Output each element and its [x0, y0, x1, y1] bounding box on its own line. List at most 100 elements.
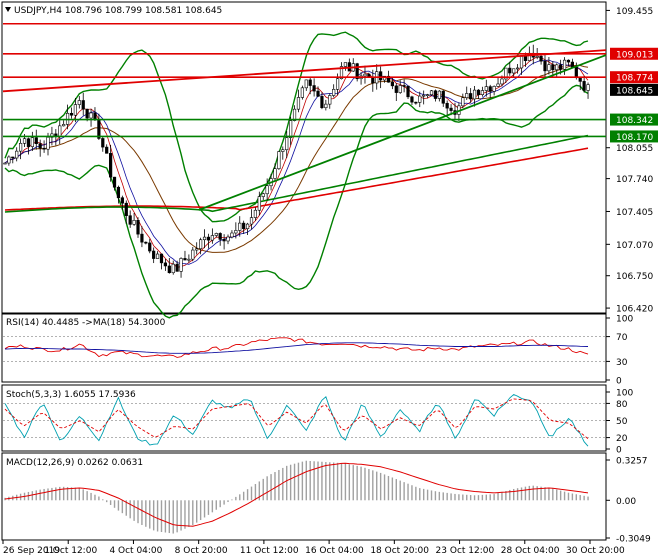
candle-bull: [7, 156, 11, 164]
candle-bull: [46, 136, 50, 150]
candle-bull: [281, 149, 285, 152]
candle-bear: [570, 61, 574, 68]
time-tick-label: 1 Oct 12:00: [44, 546, 97, 556]
candle-bear: [320, 96, 324, 109]
price-level-label: 108.170: [616, 133, 653, 143]
candle-bull: [245, 223, 250, 230]
candle-bear: [394, 85, 398, 93]
bollinger-upper-band: [4, 31, 589, 223]
price-level-label-box: [610, 47, 658, 60]
price-tick-label: 107.070: [616, 241, 653, 251]
price-level-label-box: [610, 130, 658, 143]
rsi-label: RSI(14) 40.4485 ->MA(18) 54.3000: [6, 318, 166, 328]
candle-bear: [410, 96, 414, 103]
candle-bear: [116, 186, 121, 199]
candle-bear: [163, 262, 168, 267]
candle-bear: [124, 202, 128, 216]
candle-bear: [81, 100, 85, 110]
candle-bull: [187, 258, 191, 261]
candle-bear: [316, 90, 320, 97]
candle-bear: [445, 102, 449, 109]
candle-bull: [339, 66, 344, 79]
candle-bull: [480, 90, 484, 95]
candle-bear: [85, 108, 89, 119]
candle-bull: [535, 55, 539, 58]
trendline-red: [2, 49, 607, 93]
candle-bear: [308, 79, 312, 86]
time-tick-label: 8 Oct 20:00: [175, 546, 228, 556]
candle-bull: [296, 97, 301, 110]
candle-bull: [261, 193, 265, 197]
candle-bear: [69, 112, 74, 116]
rsi-pane-frame: [1, 313, 607, 383]
time-tick-label: 4 Oct 04:00: [109, 546, 162, 556]
candle-bull: [300, 87, 304, 98]
rsi-series-rsi14: [4, 337, 589, 358]
candle-bear: [386, 75, 391, 83]
candle-bull: [547, 64, 551, 72]
candle-bull: [226, 236, 230, 242]
stoch-tick-label: 0: [616, 446, 622, 456]
candle-bull: [155, 253, 160, 259]
candle-bull: [437, 90, 441, 99]
time-tick-label: 26 Sep 2019: [3, 546, 60, 556]
candle-bear: [566, 59, 571, 63]
candle-bull: [484, 86, 488, 91]
candle-bull: [555, 64, 559, 71]
candle-bear: [488, 86, 492, 92]
long-ma-green: [4, 134, 589, 213]
macd-tick-label: -0.3049: [616, 535, 651, 545]
candle-bear: [355, 63, 359, 80]
candle-bear: [406, 85, 410, 98]
candle-bull: [398, 85, 402, 93]
price-level-label-box: [610, 113, 658, 126]
candle-bull: [253, 209, 258, 218]
stoch-tick-label: 80: [616, 400, 628, 410]
candle-bear: [218, 233, 222, 240]
price-level-label: 108.342: [616, 116, 653, 126]
macd-signal-line: [4, 462, 589, 527]
stoch-layer: [3, 393, 606, 447]
candle-bear: [152, 250, 156, 259]
candle-bull: [292, 108, 297, 121]
rsi-tick-label: 0: [616, 377, 622, 387]
candle-bear: [441, 90, 445, 104]
candle-bull: [19, 142, 23, 152]
stoch-tick-label: 20: [616, 434, 628, 444]
candle-bear: [159, 253, 164, 264]
candle-bear: [148, 242, 152, 252]
candle-bull: [512, 68, 516, 74]
candle-bear: [582, 81, 586, 91]
price-level-label: 109.013: [616, 50, 653, 60]
candle-bear: [144, 241, 148, 244]
time-tick-label: 18 Oct 20:00: [370, 546, 429, 556]
candle-bull: [50, 133, 54, 138]
candle-bull: [496, 83, 500, 87]
candle-bull: [15, 150, 19, 159]
candle-bear: [167, 265, 171, 274]
rsi-tick-label: 30: [616, 358, 628, 368]
symbol-dropdown-icon[interactable]: [5, 7, 11, 12]
candle-bear: [38, 143, 42, 149]
macd-layer: [4, 460, 589, 534]
candle-bull: [343, 62, 348, 67]
price-tick-label: 107.740: [616, 175, 653, 185]
candle-bear: [42, 147, 46, 150]
price-level-label: 108.645: [616, 86, 653, 96]
candle-bear: [508, 67, 512, 74]
candle-bear: [402, 85, 406, 87]
rsi-layer: [3, 336, 606, 362]
candle-bear: [112, 176, 117, 188]
candle-bear: [128, 215, 132, 225]
candle-bull: [62, 124, 66, 127]
candle-bull: [289, 120, 293, 138]
candle-bear: [433, 90, 438, 99]
candle-bear: [476, 89, 481, 95]
candle-bull: [132, 220, 136, 225]
candle-bull: [285, 137, 289, 151]
price-level-label: 108.774: [616, 74, 653, 84]
candle-bull: [191, 249, 195, 260]
candle-bull: [492, 86, 496, 92]
candle-bull: [89, 112, 93, 119]
